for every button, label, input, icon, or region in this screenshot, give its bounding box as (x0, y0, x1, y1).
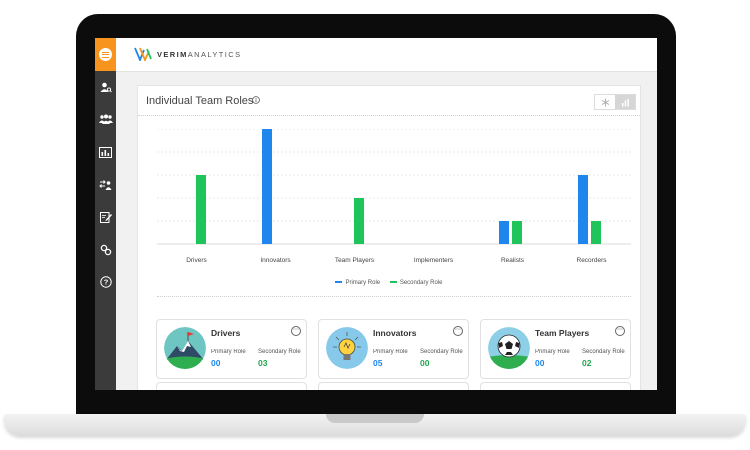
x-tick-label: Team Players (335, 257, 375, 264)
role-card-row2[interactable] (156, 382, 307, 390)
logo-text: VERIMANALYTICS (157, 49, 242, 59)
toggle-bar-chart-button[interactable] (615, 95, 635, 109)
legend-secondary[interactable]: Secondary Role (389, 280, 443, 286)
secondary-value: 03 (258, 358, 268, 368)
snowflake-icon (601, 98, 609, 106)
svg-text:?: ? (103, 278, 108, 287)
more-options-icon[interactable]: ⋯ (453, 326, 463, 336)
role-card-drivers[interactable]: Drivers ⋯ Primary Role Secondary Role 00… (156, 319, 307, 379)
x-tick-label: Drivers (186, 257, 207, 264)
role-card-row2[interactable] (480, 382, 631, 390)
chart-legend: Primary Role Secondary Role (138, 280, 640, 286)
legend-primary-swatch (335, 281, 343, 284)
sidebar-item-edit[interactable] (95, 208, 116, 226)
bar-chart-icon (621, 98, 629, 106)
legend-secondary-swatch (389, 281, 397, 284)
bar-secondary-role-drivers[interactable] (196, 175, 206, 244)
user-search-icon (100, 82, 112, 92)
role-card-innovators[interactable]: Innovators ⋯ Primary Role Secondary Role… (318, 319, 469, 379)
card-title: Drivers (211, 328, 241, 338)
x-tick-label: Innovators (260, 257, 291, 264)
top-bar: VERIMANALYTICS (116, 38, 657, 72)
sidebar: ? (95, 38, 116, 390)
verim-logo-icon (134, 47, 152, 61)
primary-value: 00 (535, 358, 545, 368)
help-icon: ? (99, 276, 112, 288)
role-card-team-players[interactable]: Team Players ⋯ Primary Role Secondary Ro… (480, 319, 631, 379)
sidebar-item-users[interactable] (95, 110, 116, 128)
view-toggle (594, 94, 636, 110)
sidebar-item-user-search[interactable] (95, 78, 116, 96)
primary-value: 05 (373, 358, 383, 368)
bar-primary-role-recorders[interactable] (578, 175, 588, 244)
sidebar-item-links[interactable] (95, 241, 116, 259)
sidebar-item-reports[interactable] (95, 143, 116, 161)
app-logo[interactable]: VERIMANALYTICS (134, 47, 242, 61)
role-card-row2[interactable] (318, 382, 469, 390)
sidebar-item-help[interactable]: ? (95, 273, 116, 291)
bar-primary-role-realists[interactable] (499, 221, 509, 244)
app-screen: ? VERIMANALYTICS Individual Team Roles (95, 38, 657, 390)
x-tick-label: Recorders (577, 257, 608, 264)
x-tick-label: Implementers (414, 257, 454, 264)
toggle-snowflake-button[interactable] (595, 95, 615, 109)
bar-primary-role-innovators[interactable] (262, 129, 272, 244)
bar-secondary-role-team-players[interactable] (354, 198, 364, 244)
menu-button[interactable] (95, 38, 116, 71)
laptop-base (4, 414, 746, 436)
primary-label: Primary Role (211, 349, 246, 355)
legend-primary[interactable]: Primary Role (335, 280, 380, 286)
soccer-ball-icon (488, 327, 530, 369)
menu-icon (99, 48, 112, 61)
more-options-icon[interactable]: ⋯ (291, 326, 301, 336)
secondary-value: 02 (582, 358, 592, 368)
primary-label: Primary Role (535, 349, 570, 355)
secondary-label: Secondary Role (258, 349, 301, 355)
edit-document-icon (99, 212, 112, 223)
panel-title: Individual Team Roles (146, 95, 254, 107)
link-icon (100, 244, 111, 256)
secondary-label: Secondary Role (420, 349, 463, 355)
users-group-icon (98, 114, 113, 124)
legend-secondary-label: Secondary Role (399, 280, 443, 286)
legend-primary-label: Primary Role (345, 280, 381, 286)
title-divider (138, 115, 640, 116)
user-transfer-icon (99, 180, 112, 190)
card-title: Team Players (535, 328, 590, 338)
secondary-value: 00 (420, 358, 430, 368)
primary-label: Primary Role (373, 349, 408, 355)
sidebar-item-transfer[interactable] (95, 175, 116, 193)
chart-bottom-divider (157, 296, 631, 297)
bar-secondary-role-realists[interactable] (512, 221, 522, 244)
primary-value: 00 (211, 358, 221, 368)
mountain-flag-icon (164, 327, 206, 369)
card-title: Innovators (373, 328, 417, 338)
x-tick-label: Realists (501, 257, 525, 264)
bar-secondary-role-recorders[interactable] (591, 221, 601, 244)
laptop-notch (326, 414, 424, 423)
more-options-icon[interactable]: ⋯ (615, 326, 625, 336)
team-roles-panel: Individual Team Roles Drivers Innovators T… (137, 85, 641, 390)
info-icon[interactable] (252, 96, 260, 104)
lightbulb-icon (326, 327, 368, 369)
team-roles-bar-chart: Drivers Innovators Team Players Implementer… (157, 129, 631, 264)
secondary-label: Secondary Role (582, 349, 625, 355)
report-chart-icon (99, 146, 112, 158)
